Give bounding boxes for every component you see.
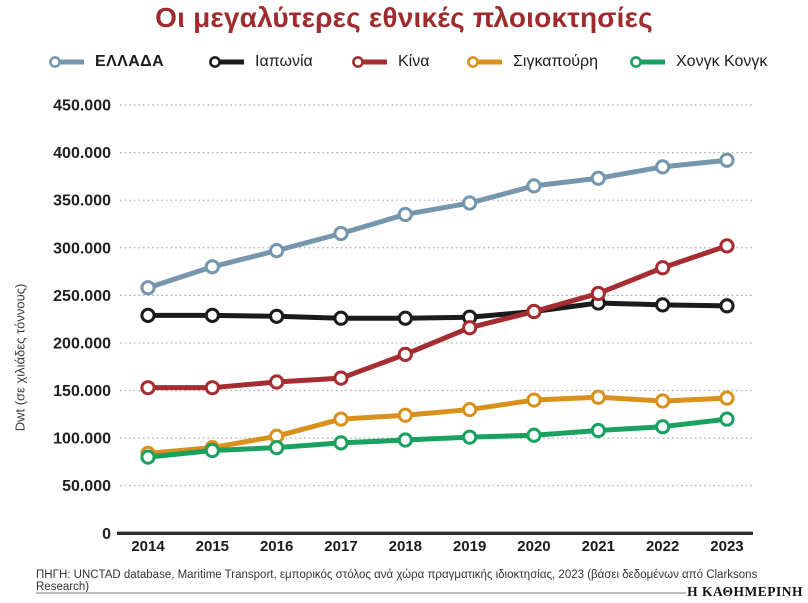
series-4-marker — [462, 429, 478, 445]
series-2-marker — [462, 320, 478, 336]
series-0-marker — [655, 159, 671, 175]
series-1-marker — [333, 310, 349, 326]
series-1-marker — [140, 307, 156, 323]
line-marker-icon — [467, 56, 502, 68]
series-2-marker — [333, 370, 349, 386]
x-tick-label: 2021 — [582, 538, 615, 555]
series-4-marker — [204, 442, 220, 459]
footer-divider — [36, 592, 686, 594]
y-tick-label: 300.000 — [53, 240, 111, 257]
legend-label: Κίνα — [398, 53, 430, 70]
x-tick-label: 2017 — [324, 538, 357, 555]
series-3-marker — [655, 393, 671, 409]
y-tick-label: 50.000 — [62, 478, 111, 495]
series-3-marker — [397, 407, 413, 423]
series-2-marker — [140, 380, 156, 396]
series-1-marker — [204, 307, 220, 323]
legend-item-singapore: Σιγκαπούρη — [466, 50, 598, 74]
legend-item-china: Κίνα — [351, 50, 429, 74]
legend-label: Χονγκ Κονγκ — [676, 53, 768, 70]
series-line-2 — [145, 243, 730, 391]
series-0-marker — [719, 152, 735, 168]
series-0-marker — [204, 259, 220, 275]
series-4-marker — [719, 411, 735, 427]
y-tick-label: 350.000 — [53, 193, 111, 210]
series-2-marker — [655, 260, 671, 276]
series-2-marker — [526, 303, 542, 320]
series-line-3 — [145, 394, 730, 456]
series-line-4 — [145, 416, 730, 460]
series-1-marker — [655, 297, 671, 313]
x-tick-label: 2015 — [196, 538, 229, 555]
x-tick-label: 2022 — [646, 538, 679, 555]
series-3-marker — [333, 411, 349, 427]
series-0-marker — [333, 225, 349, 242]
series-4-marker — [590, 422, 606, 439]
series-3-marker — [462, 401, 478, 418]
legend-label: Ιαπωνία — [255, 53, 313, 70]
series-4-marker — [140, 449, 156, 465]
series-0-marker — [462, 195, 478, 211]
series-2-marker — [590, 285, 606, 302]
series-4-marker — [655, 419, 671, 435]
y-tick-label: 450.000 — [53, 98, 111, 115]
legend: ΕΛΛΑΔΑ Ιαπωνία Κίνα Σιγκαπούρη Χονγκ Κον… — [0, 50, 808, 74]
x-tick-label: 2014 — [131, 538, 165, 555]
brand-logo: Η ΚΑΘΗΜΕΡΙΝΗ — [687, 584, 803, 599]
line-marker-icon — [352, 56, 387, 68]
series-1-marker — [269, 308, 285, 324]
y-tick-label: 400.000 — [53, 145, 111, 162]
y-tick-label: 200.000 — [53, 335, 111, 352]
y-tick-label: 0 — [102, 526, 111, 543]
series-3-marker — [526, 392, 542, 408]
y-tick-label: 150.000 — [53, 383, 111, 400]
line-chart: 0 50.000 100.000 150.000 200.000 250.000 300.0… — [53, 98, 754, 555]
series-0-marker — [140, 280, 156, 296]
series-2-marker — [397, 346, 413, 362]
legend-label: Σιγκαπούρη — [513, 53, 598, 70]
y-tick-label: 100.000 — [53, 431, 111, 448]
series-4-marker — [397, 432, 413, 448]
y-tick-label: 250.000 — [53, 288, 111, 305]
chart-title: Οι μεγαλύτερες εθνικές πλοιοκτησίες — [155, 2, 653, 33]
series-0-marker — [269, 243, 285, 259]
line-marker-icon — [49, 56, 84, 68]
series-1-marker — [719, 298, 735, 314]
series-3-marker — [590, 389, 606, 405]
series-3-marker — [719, 390, 735, 406]
series-0-marker — [397, 206, 413, 223]
x-tick-label: 2018 — [389, 538, 422, 555]
x-tick-label: 2019 — [453, 538, 486, 555]
series-2-marker — [204, 380, 220, 396]
series-0-marker — [590, 170, 606, 186]
series-4-marker — [333, 435, 349, 451]
line-marker-icon — [209, 56, 244, 68]
series-2-marker — [719, 238, 735, 254]
line-marker-icon — [630, 56, 665, 68]
series-line-0 — [145, 157, 730, 291]
source-note: ΠΗΓΗ: UNCTAD database, Maritime Transpor… — [36, 569, 758, 593]
legend-item-hongkong: Χονγκ Κονγκ — [629, 50, 767, 74]
x-tick-label: 2023 — [710, 538, 743, 555]
series-1-marker — [397, 310, 413, 326]
series-0-marker — [526, 178, 542, 194]
series-4-marker — [269, 440, 285, 456]
series-line-1 — [145, 300, 730, 321]
y-axis-title: Dwt (σε χιλιάδες τόννους) — [12, 283, 28, 432]
legend-item-japan: Ιαπωνία — [208, 50, 313, 74]
x-tick-label: 2020 — [517, 538, 550, 555]
series-2-marker — [269, 374, 285, 390]
x-tick-label: 2016 — [260, 538, 293, 555]
series-4-marker — [526, 427, 542, 443]
legend-item-greece: ΕΛΛΑΔΑ — [48, 50, 164, 74]
legend-label: ΕΛΛΑΔΑ — [95, 53, 165, 70]
